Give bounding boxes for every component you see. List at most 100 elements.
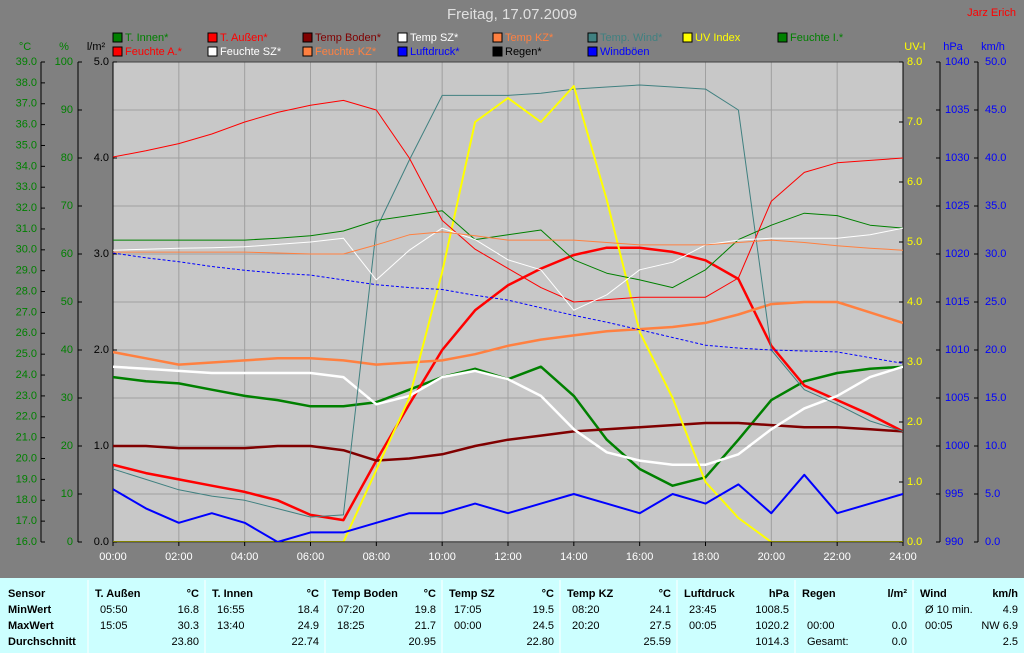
y-tick-label: 22.0	[16, 411, 37, 423]
y-tick-label: 1025	[945, 200, 969, 212]
table-header-unit: °C	[542, 588, 554, 600]
y-tick-label: 6.0	[907, 176, 922, 188]
table-cell-value: 22.74	[291, 636, 319, 648]
x-tick-label: 08:00	[363, 551, 391, 563]
series-line	[113, 227, 903, 311]
legend-label: UV Index	[695, 32, 741, 44]
table-row-label: Durchschnitt	[8, 636, 76, 648]
legend-swatch	[397, 46, 408, 57]
table-cell-time: 13:40	[217, 620, 245, 632]
y-tick-label: 990	[945, 536, 963, 548]
legend-swatch	[682, 32, 693, 43]
table-cell-value: 16.8	[178, 604, 199, 616]
table-header-unit: l/m²	[887, 588, 907, 600]
x-tick-label: 18:00	[692, 551, 720, 563]
table-cell-value: 22.80	[526, 636, 554, 648]
series-line	[113, 99, 903, 303]
y-tick-label: 29.0	[16, 265, 37, 277]
table-cell-time: 00:05	[925, 620, 953, 632]
chart-title: Freitag, 17.07.2009	[447, 6, 577, 23]
table-cell-value: 24.5	[533, 620, 554, 632]
y-tick-label: 100	[55, 56, 73, 68]
legend-swatch	[112, 46, 123, 57]
x-tick-label: 22:00	[823, 551, 851, 563]
x-tick-label: 20:00	[758, 551, 786, 563]
table-cell-time: 05:50	[100, 604, 128, 616]
y-tick-label: 40	[61, 344, 73, 356]
table-cell-value: 18.4	[298, 604, 319, 616]
y-tick-label: 37.0	[16, 98, 37, 110]
table-header: T. Außen	[95, 588, 141, 600]
x-tick-label: 04:00	[231, 551, 259, 563]
table-header: Temp KZ	[567, 588, 614, 600]
table-cell-value: 25.59	[643, 636, 671, 648]
y-tick-label: 30.0	[16, 244, 37, 256]
table-cell-value: 27.5	[650, 620, 671, 632]
table-cell-value: 0.0	[892, 620, 907, 632]
y-tick-label: 50	[61, 296, 73, 308]
legend-label: Luftdruck*	[410, 46, 460, 58]
y-tick-label: 0.0	[94, 536, 109, 548]
y-tick-label: 0	[67, 536, 73, 548]
legend-swatch	[302, 46, 313, 57]
y-tick-label: 28.0	[16, 285, 37, 297]
table-header-unit: km/h	[992, 588, 1018, 600]
series-line	[113, 365, 903, 467]
y-tick-label: 17.0	[16, 515, 37, 527]
series-line	[113, 85, 903, 542]
y-tick-label: 18.0	[16, 494, 37, 506]
x-tick-label: 02:00	[165, 551, 193, 563]
y-tick-label: 995	[945, 488, 963, 500]
table-cell-time: 18:25	[337, 620, 365, 632]
y-tick-label: 38.0	[16, 77, 37, 89]
legend-swatch	[207, 32, 218, 43]
table-cell-time: Ø 10 min.	[925, 604, 973, 616]
x-tick-label: 06:00	[297, 551, 325, 563]
y-tick-label: 4.0	[94, 152, 109, 164]
x-tick-label: 12:00	[494, 551, 522, 563]
series-line	[113, 421, 903, 462]
y-tick-label: 39.0	[16, 56, 37, 68]
table-cell-value: 24.1	[650, 604, 671, 616]
table-cell-time: 00:00	[454, 620, 482, 632]
x-tick-label: 10:00	[428, 551, 456, 563]
y-tick-label: 25.0	[16, 348, 37, 360]
table-cell-time: Gesamt:	[807, 636, 849, 648]
y-tick-label: 5.0	[94, 56, 109, 68]
y-tick-label: 2.0	[907, 416, 922, 428]
legend-label: Windböen	[600, 46, 650, 58]
table-header-unit: °C	[307, 588, 319, 600]
series-line	[113, 473, 903, 542]
legend-label: Temp KZ*	[505, 32, 554, 44]
y-tick-label: 31.0	[16, 223, 37, 235]
axis-label: UV-I	[904, 41, 925, 53]
legend-swatch	[587, 46, 598, 57]
y-tick-label: 1000	[945, 440, 969, 452]
table-cell-value: 1020.2	[755, 620, 789, 632]
table-cell-value: 0.0	[892, 636, 907, 648]
y-tick-label: 90	[61, 104, 73, 116]
y-tick-label: 30.0	[985, 248, 1006, 260]
y-tick-label: 70	[61, 200, 73, 212]
y-tick-label: 35.0	[985, 200, 1006, 212]
y-tick-label: 35.0	[16, 139, 37, 151]
y-tick-label: 15.0	[985, 392, 1006, 404]
table-cell-value: 19.5	[533, 604, 554, 616]
legend-label: Temp Boden*	[315, 32, 382, 44]
y-tick-label: 32.0	[16, 202, 37, 214]
table-cell-value: 1008.5	[755, 604, 789, 616]
legend-label: Temp. Wind*	[600, 32, 663, 44]
table-cell-value: 1014.3	[755, 636, 789, 648]
y-tick-label: 50.0	[985, 56, 1006, 68]
table-header-unit: °C	[424, 588, 436, 600]
y-tick-label: 36.0	[16, 119, 37, 131]
y-tick-label: 30	[61, 392, 73, 404]
table-cell-value: 21.7	[415, 620, 436, 632]
y-tick-label: 23.0	[16, 390, 37, 402]
legend-swatch	[112, 32, 123, 43]
legend-label: T. Innen*	[125, 32, 169, 44]
y-tick-label: 1010	[945, 344, 969, 356]
y-tick-label: 3.0	[94, 248, 109, 260]
